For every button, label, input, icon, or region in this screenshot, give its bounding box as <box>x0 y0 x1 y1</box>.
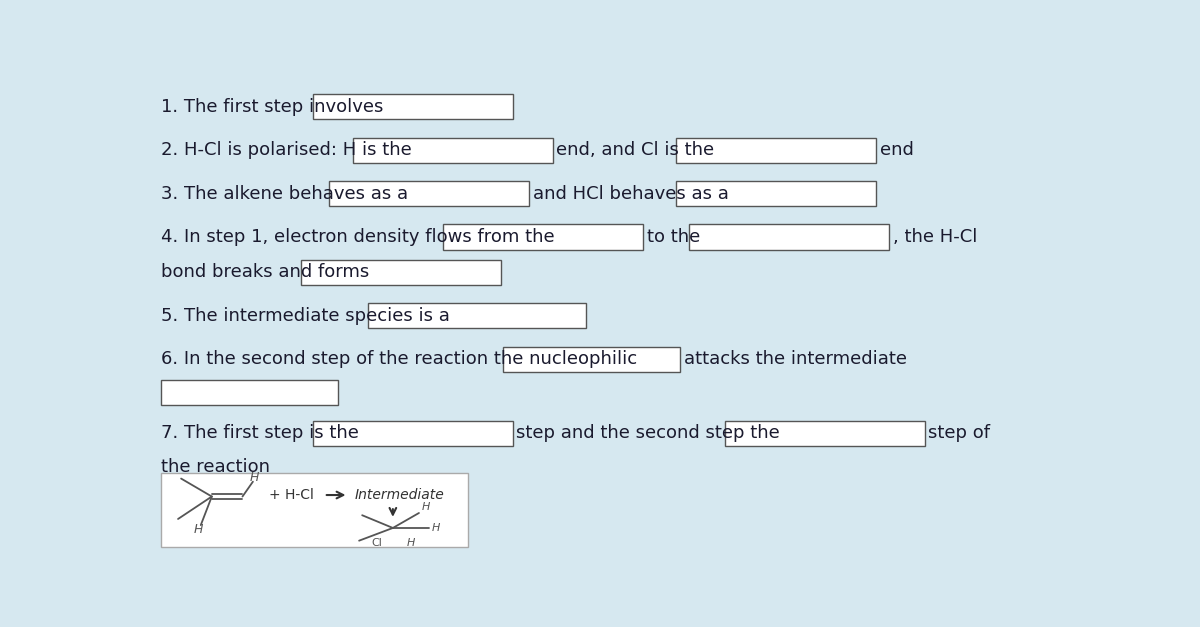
Bar <box>677 181 876 206</box>
Text: H: H <box>407 538 415 548</box>
Bar <box>330 181 529 206</box>
Bar <box>677 137 876 162</box>
Bar <box>367 303 586 328</box>
Bar <box>313 421 512 446</box>
Text: H: H <box>250 472 259 484</box>
Bar <box>353 137 553 162</box>
Bar <box>725 421 925 446</box>
Text: end, and Cl is the: end, and Cl is the <box>557 141 720 159</box>
Text: attacks the intermediate: attacks the intermediate <box>684 350 907 368</box>
Text: step of: step of <box>929 424 990 443</box>
Text: Cl: Cl <box>371 538 382 548</box>
Text: 5. The intermediate species is a: 5. The intermediate species is a <box>161 307 456 325</box>
Text: H: H <box>193 523 203 536</box>
Bar <box>689 224 889 250</box>
Text: , the H-Cl: , the H-Cl <box>893 228 978 246</box>
Text: and HCl behaves as a: and HCl behaves as a <box>533 184 734 203</box>
Bar <box>504 347 680 372</box>
Text: 1. The first step involves: 1. The first step involves <box>161 98 389 115</box>
Text: 7. The first step is the: 7. The first step is the <box>161 424 365 443</box>
Bar <box>443 224 643 250</box>
Bar <box>161 381 338 406</box>
Text: end: end <box>880 141 914 159</box>
Text: 3. The alkene behaves as a: 3. The alkene behaves as a <box>161 184 414 203</box>
Bar <box>301 260 500 285</box>
Text: H: H <box>421 502 430 512</box>
Text: 4. In step 1, electron density flows from the: 4. In step 1, electron density flows fro… <box>161 228 560 246</box>
Bar <box>161 473 468 547</box>
Bar <box>313 94 512 119</box>
Text: the reaction: the reaction <box>161 458 270 477</box>
Text: Intermediate: Intermediate <box>354 488 444 502</box>
Text: H: H <box>432 523 440 533</box>
Text: bond breaks and forms: bond breaks and forms <box>161 263 376 282</box>
Text: to the: to the <box>647 228 706 246</box>
Text: 2. H-Cl is polarised: H is the: 2. H-Cl is polarised: H is the <box>161 141 418 159</box>
Text: step and the second step the: step and the second step the <box>516 424 786 443</box>
Text: + H-Cl: + H-Cl <box>269 488 313 502</box>
Text: 6. In the second step of the reaction the nucleophilic: 6. In the second step of the reaction th… <box>161 350 643 368</box>
